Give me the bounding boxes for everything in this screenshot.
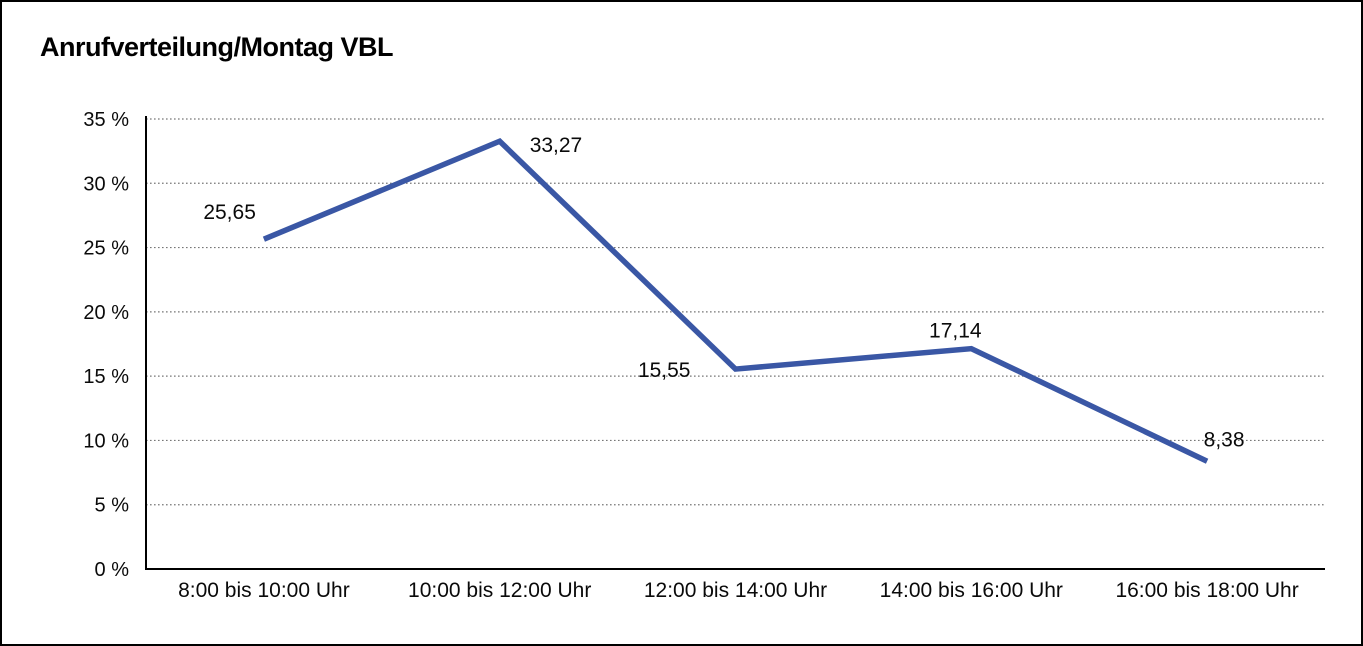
y-axis-tick-label: 20 % — [83, 302, 129, 324]
data-point-label: 25,65 — [203, 201, 256, 224]
data-point-label: 8,38 — [1204, 428, 1245, 451]
data-point-label: 15,55 — [638, 359, 691, 382]
chart-title: Anrufverteilung/Montag VBL — [40, 32, 394, 62]
y-axis-tick-label: 30 % — [83, 173, 129, 195]
y-axis-tick-label: 10 % — [83, 430, 129, 452]
y-axis-tick-label: 0 % — [95, 559, 130, 581]
x-axis-category-label: 14:00 bis 16:00 Uhr — [880, 579, 1063, 602]
x-axis-category-label: 8:00 bis 10:00 Uhr — [178, 579, 350, 602]
data-point-label: 17,14 — [929, 320, 982, 343]
x-axis-category-label: 16:00 bis 18:00 Uhr — [1115, 579, 1298, 602]
y-axis-tick-label: 25 % — [83, 238, 129, 260]
x-axis-category-label: 12:00 bis 14:00 Uhr — [644, 579, 827, 602]
y-axis-tick-label: 35 % — [83, 109, 129, 131]
data-point-label: 33,27 — [530, 134, 583, 157]
x-axis-category-label: 10:00 bis 12:00 Uhr — [408, 579, 591, 602]
y-axis-tick-label: 15 % — [83, 366, 129, 388]
y-axis-tick-label: 5 % — [95, 495, 130, 517]
series-line — [262, 138, 1209, 464]
